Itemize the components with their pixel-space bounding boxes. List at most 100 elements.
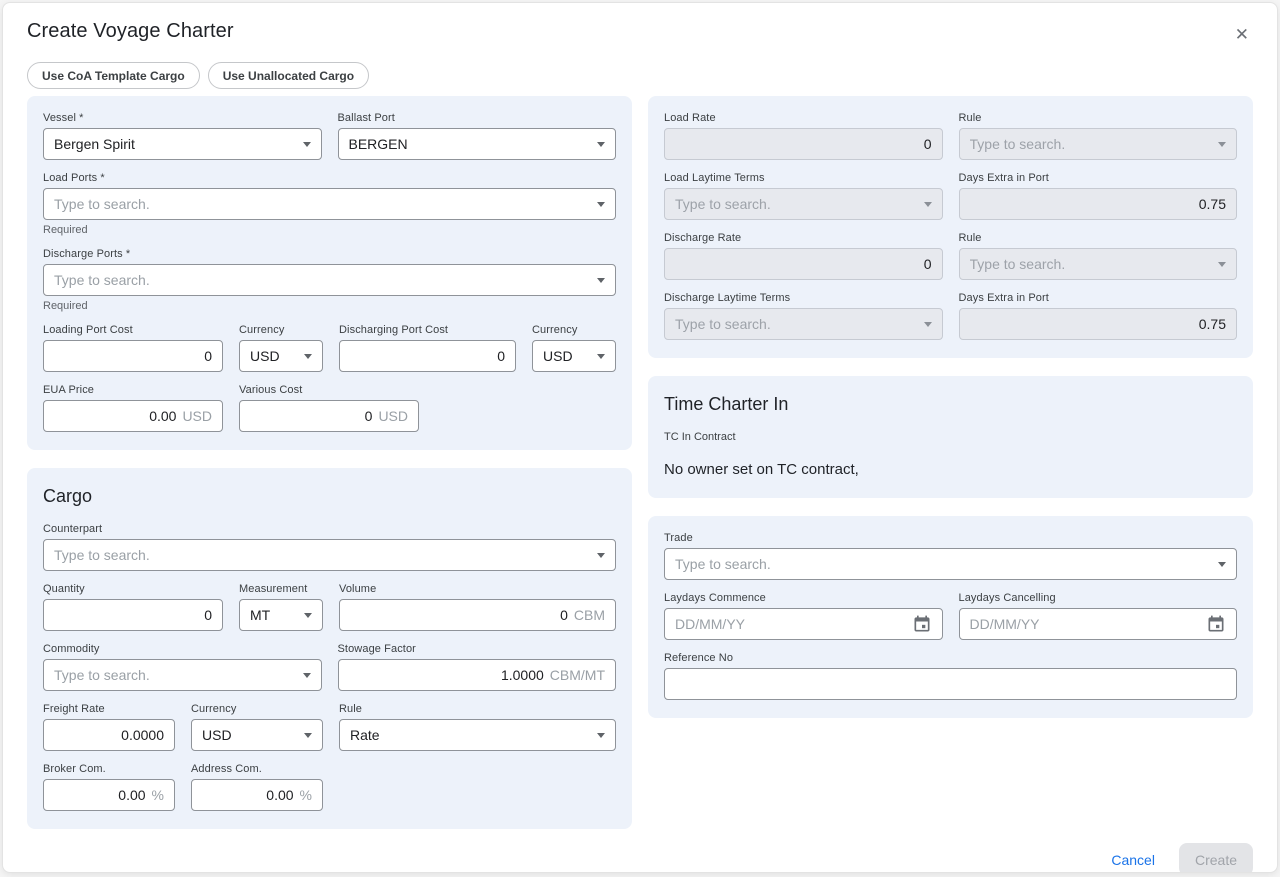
load-rule-field: Rule bbox=[958, 112, 1237, 160]
discharge-rate-input bbox=[675, 249, 932, 279]
eua-price-input[interactable] bbox=[54, 401, 177, 431]
reference-no-field: Reference No bbox=[664, 652, 1237, 700]
vessel-field: Vessel * Bergen Spirit bbox=[43, 112, 322, 160]
freight-rule-select[interactable]: Rate bbox=[339, 719, 616, 751]
close-icon[interactable]: ✕ bbox=[1231, 22, 1253, 47]
cargo-panel: Cargo Counterpart Quantity bbox=[27, 468, 632, 829]
load-laytime-terms-select bbox=[664, 188, 943, 220]
dialog-header: Create Voyage Charter ✕ bbox=[3, 3, 1277, 47]
stowage-factor-unit: CBM/MT bbox=[549, 667, 605, 683]
discharge-days-extra-field: Days Extra in Port bbox=[958, 292, 1237, 340]
chevron-down-icon bbox=[304, 353, 312, 359]
chevron-down-icon bbox=[597, 732, 605, 738]
laydays-cancelling-input[interactable] bbox=[969, 609, 1200, 639]
loading-port-cost-input-wrap bbox=[43, 340, 223, 372]
freight-rate-field: Freight Rate bbox=[43, 703, 175, 751]
laydays-cancelling-field: Laydays Cancelling bbox=[958, 592, 1237, 640]
trade-panel: Trade Laydays Commence bbox=[648, 516, 1253, 718]
freight-rate-input-wrap bbox=[43, 719, 175, 751]
quantity-input[interactable] bbox=[54, 600, 212, 630]
load-ports-select[interactable] bbox=[43, 188, 616, 220]
chevron-down-icon bbox=[597, 141, 605, 147]
counterpart-field: Counterpart bbox=[43, 523, 616, 571]
freight-currency-select[interactable]: USD bbox=[191, 719, 323, 751]
broker-com-unit: % bbox=[151, 787, 164, 803]
discharge-rule-select bbox=[958, 248, 1237, 280]
reference-no-input[interactable] bbox=[675, 669, 1226, 699]
address-com-input[interactable] bbox=[202, 780, 294, 810]
left-column: Vessel * Bergen Spirit Ballast Port BERG… bbox=[27, 96, 632, 829]
discharge-ports-label: Discharge Ports * bbox=[43, 248, 131, 260]
time-charter-in-panel: Time Charter In TC In Contract No owner … bbox=[648, 376, 1253, 498]
measurement-field: Measurement MT bbox=[239, 583, 323, 631]
use-coa-template-cargo-button[interactable]: Use CoA Template Cargo bbox=[27, 62, 200, 89]
loading-currency-select[interactable]: USD bbox=[239, 340, 323, 372]
discharging-port-cost-input[interactable] bbox=[350, 341, 505, 371]
address-com-input-wrap: % bbox=[191, 779, 323, 811]
discharge-laytime-terms-input bbox=[675, 309, 918, 339]
trade-select[interactable] bbox=[664, 548, 1237, 580]
various-cost-input[interactable] bbox=[250, 401, 373, 431]
commodity-select[interactable] bbox=[43, 659, 322, 691]
address-com-unit: % bbox=[299, 787, 312, 803]
ballast-port-label: Ballast Port bbox=[337, 112, 395, 124]
discharge-rule-field: Rule bbox=[958, 232, 1237, 280]
chevron-down-icon bbox=[923, 321, 932, 327]
discharging-currency-select[interactable]: USD bbox=[532, 340, 616, 372]
calendar-icon[interactable] bbox=[1206, 614, 1226, 634]
time-charter-in-heading: Time Charter In bbox=[664, 394, 789, 414]
freight-rate-input[interactable] bbox=[54, 720, 164, 750]
chevron-down-icon bbox=[1218, 261, 1226, 267]
measurement-select[interactable]: MT bbox=[239, 599, 323, 631]
chevron-down-icon bbox=[304, 612, 312, 618]
use-unallocated-cargo-button[interactable]: Use Unallocated Cargo bbox=[207, 62, 370, 89]
eua-price-unit: USD bbox=[182, 408, 212, 424]
volume-unit: CBM bbox=[573, 607, 605, 623]
calendar-icon[interactable] bbox=[912, 614, 932, 634]
vessel-select[interactable]: Bergen Spirit bbox=[43, 128, 322, 160]
load-rule-input bbox=[969, 129, 1212, 159]
various-cost-input-wrap: USD bbox=[239, 400, 419, 432]
quantity-field: Quantity bbox=[43, 583, 223, 631]
various-cost-field: Various Cost USD bbox=[239, 384, 419, 432]
laydays-cancelling-input-wrap bbox=[958, 608, 1237, 640]
discharge-days-extra-input bbox=[969, 309, 1226, 339]
ballast-port-select[interactable]: BERGEN bbox=[337, 128, 616, 160]
load-ports-label: Load Ports * bbox=[43, 172, 105, 184]
create-button[interactable]: Create bbox=[1178, 843, 1253, 872]
cargo-heading: Cargo bbox=[43, 486, 93, 506]
discharge-ports-field: Discharge Ports * Required bbox=[43, 248, 616, 312]
required-helper: Required bbox=[43, 224, 88, 236]
laydays-commence-input[interactable] bbox=[675, 609, 906, 639]
load-laytime-terms-field: Load Laytime Terms bbox=[664, 172, 943, 220]
ballast-port-field: Ballast Port BERGEN bbox=[337, 112, 616, 160]
stowage-factor-input[interactable] bbox=[348, 660, 544, 690]
counterpart-input[interactable] bbox=[54, 540, 591, 570]
volume-input[interactable] bbox=[350, 600, 568, 630]
dialog-body: Vessel * Bergen Spirit Ballast Port BERG… bbox=[3, 89, 1277, 829]
chevron-down-icon bbox=[302, 672, 311, 678]
address-com-field: Address Com. % bbox=[191, 763, 323, 811]
broker-com-input[interactable] bbox=[54, 780, 146, 810]
discharge-days-extra-input-wrap bbox=[958, 308, 1237, 340]
tc-in-contract-label: TC In Contract bbox=[664, 431, 736, 443]
chip-row: Use CoA Template Cargo Use Unallocated C… bbox=[3, 47, 1277, 89]
volume-input-wrap: CBM bbox=[339, 599, 616, 631]
discharge-ports-select[interactable] bbox=[43, 264, 616, 296]
chevron-down-icon bbox=[597, 277, 605, 283]
discharge-rate-field: Discharge Rate bbox=[664, 232, 943, 280]
volume-field: Volume CBM bbox=[339, 583, 616, 631]
counterpart-select[interactable] bbox=[43, 539, 616, 571]
cancel-button[interactable]: Cancel bbox=[1111, 851, 1155, 868]
freight-currency-field: Currency USD bbox=[191, 703, 323, 751]
commodity-field: Commodity bbox=[43, 643, 322, 691]
loading-port-cost-input[interactable] bbox=[54, 341, 212, 371]
discharge-ports-input[interactable] bbox=[54, 265, 591, 295]
load-rate-input-wrap bbox=[664, 128, 943, 160]
trade-input[interactable] bbox=[675, 549, 1212, 579]
various-cost-unit: USD bbox=[378, 408, 408, 424]
commodity-input[interactable] bbox=[54, 660, 297, 690]
eua-price-input-wrap: USD bbox=[43, 400, 223, 432]
load-ports-input[interactable] bbox=[54, 189, 591, 219]
